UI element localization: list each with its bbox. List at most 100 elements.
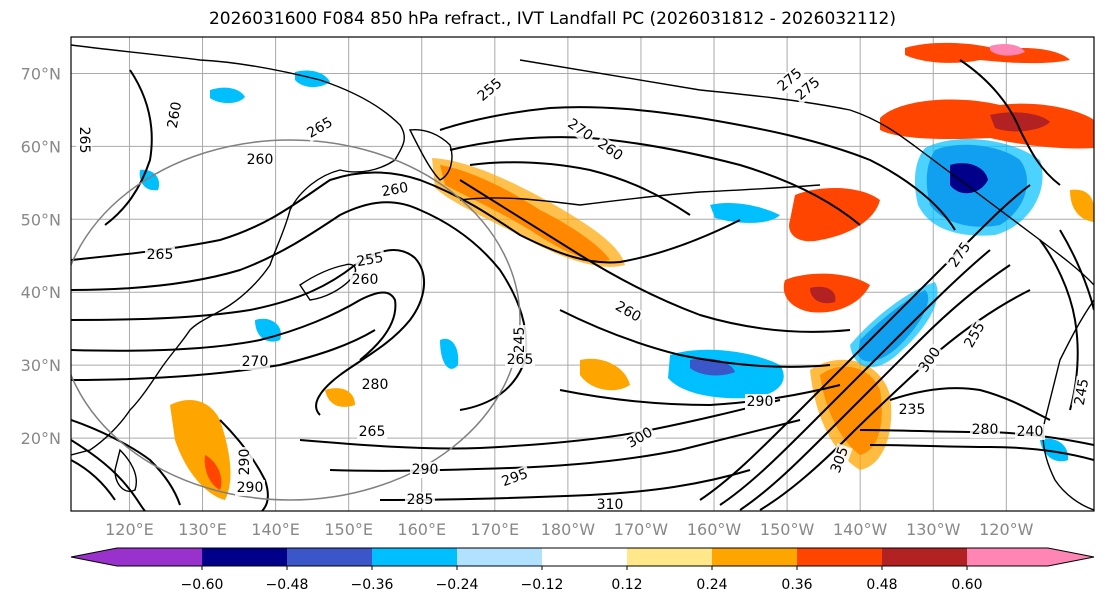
colorbar-bin	[882, 548, 967, 566]
contour-label: 265	[359, 424, 386, 440]
warm-patch-midpacific-small-2	[325, 388, 355, 407]
contour-label: 260	[247, 152, 274, 168]
colorbar-tick-label: −0.36	[351, 577, 394, 593]
colorbar-outline	[70, 547, 1095, 567]
warm-patch-arctic-pink	[990, 44, 1025, 56]
contour-label-background	[512, 325, 528, 355]
lon-tick-label: 160°E	[397, 520, 446, 539]
contour-label: 260	[352, 272, 379, 288]
cold-patch-southeast	[1040, 438, 1069, 462]
cold-patch-aleutian	[710, 203, 780, 223]
contour-label-background	[473, 74, 507, 106]
contour-label-background	[505, 352, 535, 368]
lon-tick-label: 130°W	[906, 520, 961, 539]
cold-patch-diagonal-halo	[850, 282, 938, 368]
contour-line	[104, 69, 153, 226]
lat-tick-label: 40°N	[21, 283, 61, 302]
contour-label-background	[623, 423, 657, 453]
lon-tick-label: 150°W	[760, 520, 815, 539]
contour-line	[71, 291, 397, 361]
coastline-north-america	[1042, 299, 1094, 511]
contour-line	[71, 439, 146, 511]
colorbar-tick-labels: −0.60 −0.48 −0.36 −0.24 −0.12 0.12 0.24 0.36 0.4…	[181, 566, 983, 593]
colorbar-tick-label: −0.12	[521, 577, 564, 593]
contour-label-background	[237, 447, 253, 477]
contour-label: 280	[972, 422, 999, 438]
lon-tick-label: 170°E	[470, 520, 519, 539]
contour-line	[71, 248, 426, 416]
contour-line	[71, 459, 116, 501]
contour-label: 245	[1072, 377, 1092, 406]
contour-label: 265	[507, 352, 534, 368]
colorbar-tick-label: 0.48	[866, 577, 897, 593]
contour-line	[439, 106, 956, 231]
colorbar-extend-max	[1048, 548, 1094, 566]
warm-patch-alaska-gulf	[880, 99, 1094, 149]
contour-label: 260	[165, 100, 185, 129]
contour-label: 245	[512, 327, 528, 354]
lon-tick-label: 130°E	[178, 520, 227, 539]
contour-label: 265	[147, 247, 174, 263]
contour-label-background	[235, 480, 265, 496]
contour-label: 280	[362, 377, 389, 393]
lat-tick-label: 70°N	[21, 64, 61, 83]
contour-line	[299, 399, 781, 450]
contour-label-background	[357, 424, 387, 440]
colorbar-bin	[627, 548, 712, 566]
contour-label: 290	[747, 394, 774, 410]
contour-label-background	[498, 465, 532, 491]
contour-label-background	[914, 343, 946, 377]
coastlines	[71, 44, 1094, 511]
contour-line	[719, 249, 991, 506]
lat-tick-label: 50°N	[21, 210, 61, 229]
contour-label: 270	[242, 354, 269, 370]
colorbar-bin	[117, 548, 202, 566]
colorbar-tick-label: 0.36	[781, 577, 812, 593]
positive-anomaly-patches	[170, 42, 1094, 500]
warm-patch-midpacific-small	[580, 358, 630, 391]
contour-line	[739, 264, 1011, 511]
longitude-tick-labels: 120°E 130°E 140°E 150°E 160°E 170°E 180°W 170°W…	[105, 520, 1034, 539]
warm-patch-central-pacific	[789, 188, 880, 242]
contour-label: 290	[237, 449, 253, 476]
contour-label-background	[944, 238, 976, 272]
colorbar-tick-label: 0.12	[611, 577, 642, 593]
coastline-alaska	[519, 59, 1094, 286]
contour-line	[559, 384, 841, 407]
contour-label-background	[405, 492, 435, 508]
warm-patch-kamchatka-halo	[432, 158, 625, 267]
lat-tick-label: 20°N	[21, 429, 61, 448]
contour-line	[1059, 229, 1094, 311]
contour-label-background	[970, 422, 1000, 438]
contour-label-background	[563, 114, 597, 146]
contour-line	[959, 59, 1061, 186]
colorbar-bin	[797, 548, 882, 566]
contour-label-background	[353, 249, 387, 271]
contour-line	[379, 469, 751, 501]
map-title: 2026031600 F084 850 hPa refract., IVT La…	[208, 9, 896, 29]
contour-line	[869, 444, 1094, 461]
cold-patch-siberia	[210, 87, 245, 104]
contour-label: 265	[76, 127, 92, 154]
contour-line	[469, 161, 691, 216]
lon-tick-label: 150°E	[324, 520, 373, 539]
contour-label: 255	[355, 250, 384, 270]
contour-label-background	[303, 113, 337, 143]
contour-label: 240	[1017, 424, 1044, 440]
contour-label-background	[897, 402, 927, 418]
lon-tick-label: 140°E	[251, 520, 300, 539]
lat-tick-label: 60°N	[21, 137, 61, 156]
contour-line	[71, 171, 741, 264]
colorbar-tick-label: 0.60	[951, 577, 982, 593]
contour-label-background	[378, 179, 412, 201]
contour-line	[699, 184, 1031, 501]
contour-line	[459, 179, 851, 333]
lon-tick-label: 180°W	[541, 520, 596, 539]
coastline-japan	[299, 263, 357, 301]
contour-label-background	[960, 318, 990, 352]
contour-label-background	[773, 64, 807, 96]
contour-label: 290	[412, 462, 439, 478]
cold-patch-west-pacific	[440, 338, 459, 369]
lon-tick-label: 120°W	[979, 520, 1034, 539]
